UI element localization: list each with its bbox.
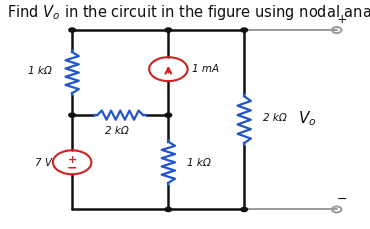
Text: −: − <box>67 161 77 174</box>
Circle shape <box>69 114 75 118</box>
Circle shape <box>241 207 248 212</box>
Text: 2 kΩ: 2 kΩ <box>105 125 128 136</box>
Circle shape <box>69 29 75 33</box>
Text: 1 kΩ: 1 kΩ <box>187 158 211 168</box>
Circle shape <box>241 29 248 33</box>
Circle shape <box>165 29 172 33</box>
Circle shape <box>165 114 172 118</box>
Text: $V_o$: $V_o$ <box>298 109 316 127</box>
Text: 1 mA: 1 mA <box>192 64 219 74</box>
Text: +: + <box>337 13 347 26</box>
Text: Find $V_o$ in the circuit in the figure using nodal analysis.: Find $V_o$ in the circuit in the figure … <box>7 3 370 22</box>
Text: 7 V: 7 V <box>35 158 52 168</box>
Text: +: + <box>68 154 77 164</box>
Text: 1 kΩ: 1 kΩ <box>28 66 52 76</box>
Text: 2 kΩ: 2 kΩ <box>263 113 286 123</box>
Circle shape <box>165 207 172 212</box>
Text: −: − <box>337 192 347 204</box>
